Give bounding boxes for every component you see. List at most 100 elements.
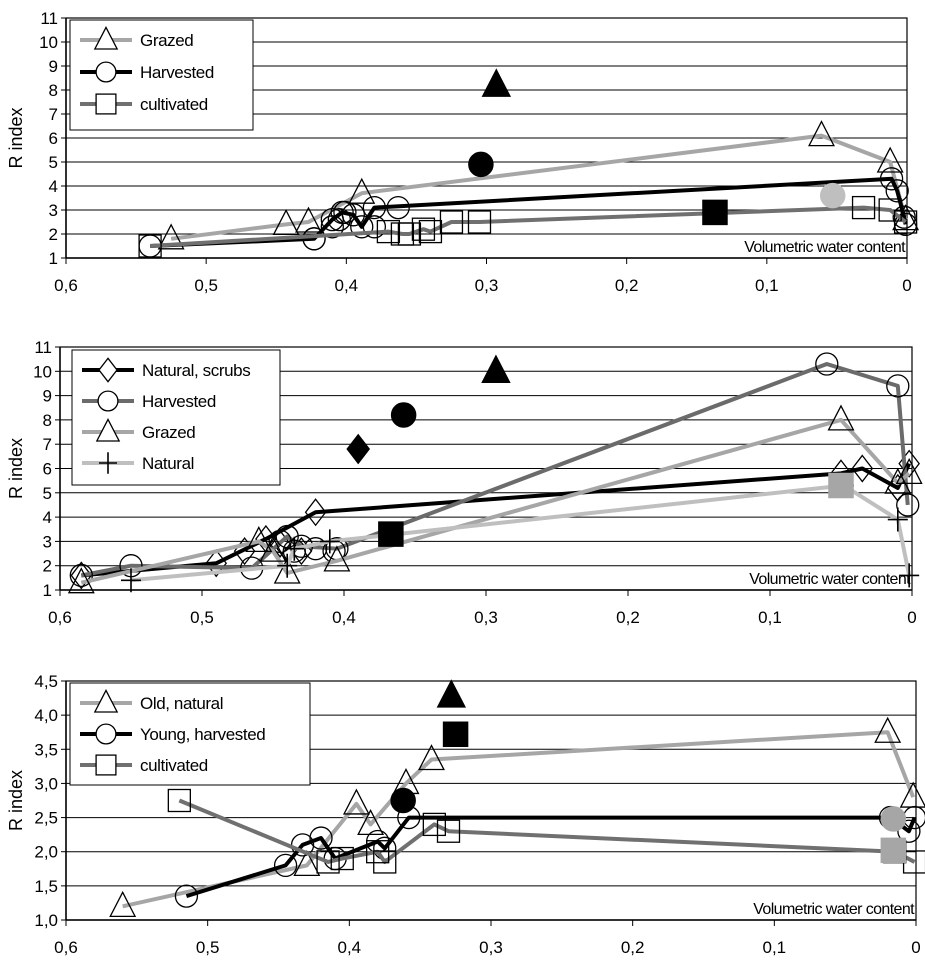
y-tick-label: 3,5 [34, 740, 58, 759]
y-axis-label: R index [6, 107, 26, 168]
x-tick-label: 0,4 [338, 938, 362, 957]
data-point [348, 177, 376, 204]
y-tick-label: 8 [43, 411, 52, 430]
data-point [418, 219, 443, 244]
series-line-1-3 [149, 205, 907, 248]
data-point [333, 200, 357, 225]
data-point [418, 744, 445, 771]
data-point [138, 234, 162, 258]
data-point [277, 553, 298, 578]
data-point [897, 819, 921, 843]
data-point [851, 454, 874, 483]
y-tick-label: 6 [49, 129, 58, 148]
legend-label: cultivated [140, 95, 208, 114]
x-tick-label: 0,3 [475, 276, 499, 295]
data-point [899, 563, 920, 588]
data-point [205, 549, 228, 578]
highlight-point [436, 679, 467, 708]
x-tick-label: 0,6 [54, 938, 78, 957]
x-tick-label: 0,5 [190, 608, 214, 627]
y-tick-label: 1,5 [34, 877, 58, 896]
x-tick-label: 0,2 [616, 608, 640, 627]
legend-marker [99, 452, 117, 474]
y-tick-label: 8 [49, 81, 58, 100]
legend-marker [97, 390, 119, 412]
legend-marker [93, 25, 119, 50]
data-point [273, 853, 298, 878]
x-axis-label: Volumetric water content [744, 239, 906, 256]
y-tick-label: 4 [43, 508, 52, 527]
data-point [436, 819, 461, 843]
highlight-point [378, 521, 404, 547]
x-tick-label: 0,2 [621, 938, 645, 957]
x-tick-label: 0,3 [479, 938, 503, 957]
data-point [362, 215, 387, 239]
series-line-3-2 [185, 815, 917, 899]
x-tick-label: 0,5 [196, 938, 220, 957]
legend-label: cultivated [140, 756, 208, 775]
highlight-point [390, 402, 417, 428]
data-point [295, 206, 322, 233]
data-point [309, 826, 333, 850]
highlight-point [468, 151, 494, 178]
data-point [341, 203, 365, 227]
x-tick-label: 0,6 [54, 276, 78, 295]
series-line-3-3 [178, 798, 916, 864]
chart-panel-3: 1,0 1,5 2,0 2,5 3,0 3,5 4,0 4,5 0,6 0,5 0,4 0,3 0,2 0… [6, 672, 925, 957]
y-tick-label: 11 [34, 338, 52, 357]
data-point [273, 557, 301, 584]
series-line-2-3 [80, 417, 911, 585]
legend-label: Harvested [142, 392, 216, 411]
data-point [121, 568, 141, 593]
legend-label: Grazed [140, 31, 193, 50]
x-tick-label: 0,1 [758, 608, 782, 627]
x-tick-label: 0,4 [332, 608, 356, 627]
series-line-1-2 [150, 176, 908, 248]
legend-marker [93, 688, 119, 713]
data-point [327, 207, 351, 232]
highlight-point [390, 787, 416, 814]
data-point [815, 352, 839, 376]
legend-label: Old, natural [140, 694, 223, 713]
data-point [887, 507, 908, 532]
data-point [284, 536, 305, 561]
y-tick-label: 4,0 [34, 706, 58, 725]
y-tick-label: 1 [43, 581, 52, 600]
highlight-point [481, 68, 512, 97]
y-tick-label: 2,5 [34, 809, 58, 828]
data-point [892, 205, 916, 229]
highlight-point [880, 806, 907, 832]
legend-label: Young, harvested [140, 725, 265, 744]
data-point [303, 537, 328, 561]
data-point [878, 198, 902, 222]
highlight-point [828, 472, 854, 499]
x-tick-label: 0 [911, 938, 920, 957]
data-point [330, 846, 354, 871]
legend-label: Harvested [140, 63, 214, 82]
data-point [874, 716, 902, 743]
highlight-point [442, 721, 469, 748]
data-point [884, 467, 912, 494]
legend-marker [98, 357, 118, 383]
y-tick-label: 10 [39, 33, 58, 52]
y-tick-label: 1,0 [34, 911, 58, 930]
data-point [376, 219, 401, 244]
data-point [316, 850, 340, 874]
legend-label: Grazed [142, 423, 195, 442]
legend-marker [95, 417, 121, 442]
y-tick-label: 9 [43, 387, 52, 406]
data-point [827, 404, 855, 431]
y-tick-label: 7 [43, 435, 52, 454]
data-point [422, 812, 446, 837]
y-tick-label: 5 [49, 153, 58, 172]
y-tick-label: 4,5 [34, 672, 58, 691]
data-point [885, 179, 909, 203]
x-tick-label: 0 [907, 608, 916, 627]
y-tick-label: 11 [40, 9, 58, 28]
highlight-point [880, 837, 907, 864]
highlight-point [346, 433, 371, 465]
x-tick-label: 0,2 [615, 276, 639, 295]
x-axis-label: Volumetric water content [749, 571, 911, 588]
y-tick-label: 7 [49, 105, 58, 124]
